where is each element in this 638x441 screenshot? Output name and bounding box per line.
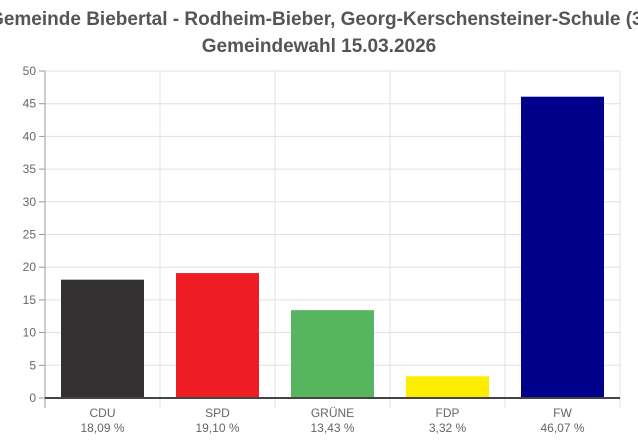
x-category-label: SPD [205,406,230,420]
x-value-label: 13,43 % [310,421,354,435]
x-value-label: 46,07 % [540,421,584,435]
y-tick-label: 20 [23,260,37,274]
x-value-label: 3,32 % [429,421,467,435]
chart-title: Gemeinde Biebertal - Rodheim-Bieber, Geo… [0,9,638,30]
bar-grüne [291,310,374,398]
bar-fw [521,96,604,398]
bars [61,96,604,398]
y-tick-label: 15 [23,293,37,307]
y-tick-label: 50 [23,64,37,78]
bar-spd [176,273,259,398]
y-tick-label: 35 [23,162,37,176]
x-value-label: 18,09 % [80,421,124,435]
y-tick-label: 10 [23,326,37,340]
y-tick-label: 25 [23,228,37,242]
y-tick-label: 0 [29,391,36,405]
chart-subtitle: Gemeindewahl 15.03.2026 [202,36,436,57]
x-category-label: CDU [90,406,116,420]
bar-cdu [61,279,144,398]
x-category-label: FDP [436,406,460,420]
y-tick-label: 5 [29,358,36,372]
y-tick-label: 40 [23,129,37,143]
grid [45,70,621,408]
axes [39,70,620,408]
x-value-label: 19,10 % [195,421,239,435]
y-tick-label: 30 [23,195,37,209]
x-category-label: FW [553,406,572,420]
y-tick-label: 45 [23,97,37,111]
bar-fdp [406,376,489,398]
x-category-label: GRÜNE [311,406,354,420]
